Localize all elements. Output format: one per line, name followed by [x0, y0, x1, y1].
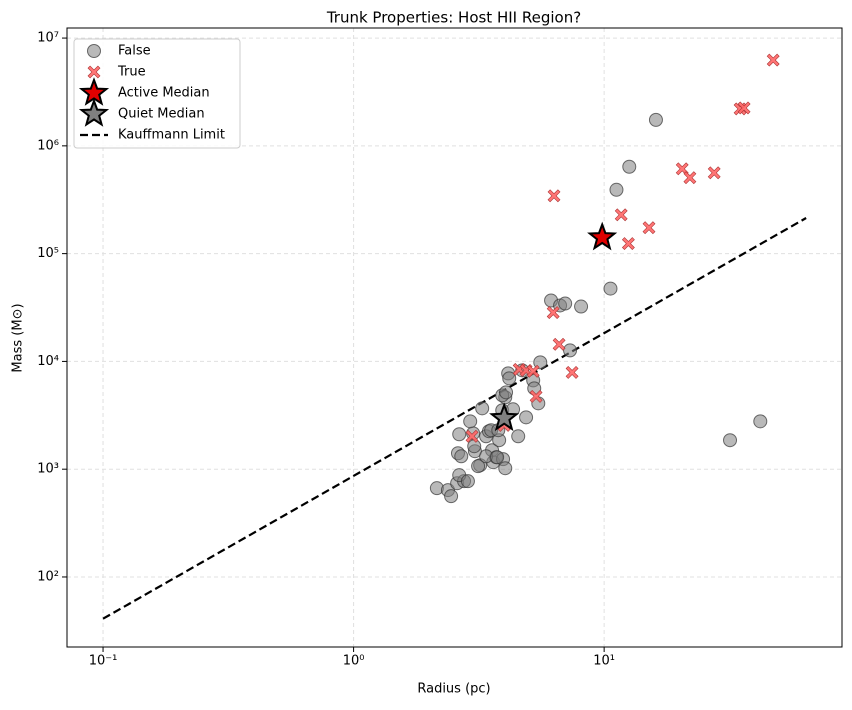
- y-tick-label: 10²: [37, 569, 59, 584]
- point: [502, 371, 517, 386]
- point: [452, 427, 467, 442]
- point: [511, 429, 526, 444]
- point: [546, 306, 560, 320]
- point: [565, 365, 579, 379]
- x-tick-label: 10⁰: [343, 654, 365, 669]
- legend-box: [73, 38, 241, 149]
- point: [622, 159, 637, 174]
- point: [465, 429, 479, 443]
- legend-label: Kauffmann Limit: [118, 128, 225, 143]
- y-tick-label: 10⁷: [37, 31, 59, 46]
- point: [648, 112, 663, 127]
- point: [519, 410, 534, 425]
- x-tick-label: 10⁻¹: [89, 654, 118, 669]
- y-axis-label: Mass (M⊙): [11, 303, 26, 372]
- x-tick-label: 10¹: [593, 654, 615, 669]
- y-tick-label: 10⁵: [37, 246, 59, 261]
- point: [614, 208, 628, 222]
- x-axis-label: Radius (pc): [417, 682, 490, 697]
- point: [444, 489, 459, 504]
- median-star: [587, 221, 618, 251]
- point: [454, 449, 469, 464]
- point: [460, 474, 475, 489]
- chart-title: Trunk Properties: Host HII Region?: [326, 9, 581, 27]
- point: [609, 182, 624, 197]
- point: [490, 450, 505, 465]
- median-star: [489, 402, 520, 432]
- point: [526, 364, 540, 378]
- point: [737, 101, 751, 115]
- point: [766, 53, 780, 67]
- point: [529, 389, 543, 403]
- limit-line: [102, 217, 807, 620]
- point: [563, 343, 578, 358]
- point: [498, 461, 513, 476]
- legend-label: Active Median: [118, 86, 210, 101]
- point: [547, 189, 561, 203]
- y-tick-label: 10³: [37, 462, 59, 477]
- point: [471, 459, 486, 474]
- point: [558, 296, 573, 311]
- point: [675, 162, 689, 176]
- point: [642, 221, 656, 235]
- legend-marker: [87, 44, 101, 58]
- point: [463, 414, 478, 429]
- point: [753, 414, 768, 429]
- legend-label: Quiet Median: [118, 107, 205, 122]
- point: [603, 281, 618, 296]
- legend: False True Active Median Quiet Median Kauffm…: [73, 38, 241, 149]
- point: [574, 299, 589, 314]
- legend-label: True: [117, 65, 146, 80]
- point: [723, 433, 738, 448]
- legend-marker: [78, 98, 110, 127]
- point: [467, 439, 482, 454]
- point: [499, 385, 514, 400]
- y-tick-label: 10⁶: [37, 138, 59, 153]
- y-tick-label: 10⁴: [37, 354, 59, 369]
- plot-frame: [66, 27, 843, 648]
- legend-marker: [87, 65, 101, 79]
- point: [621, 237, 635, 251]
- point: [707, 166, 721, 180]
- point: [552, 337, 566, 351]
- legend-label: False: [118, 44, 151, 59]
- point: [683, 171, 697, 185]
- point: [475, 401, 490, 416]
